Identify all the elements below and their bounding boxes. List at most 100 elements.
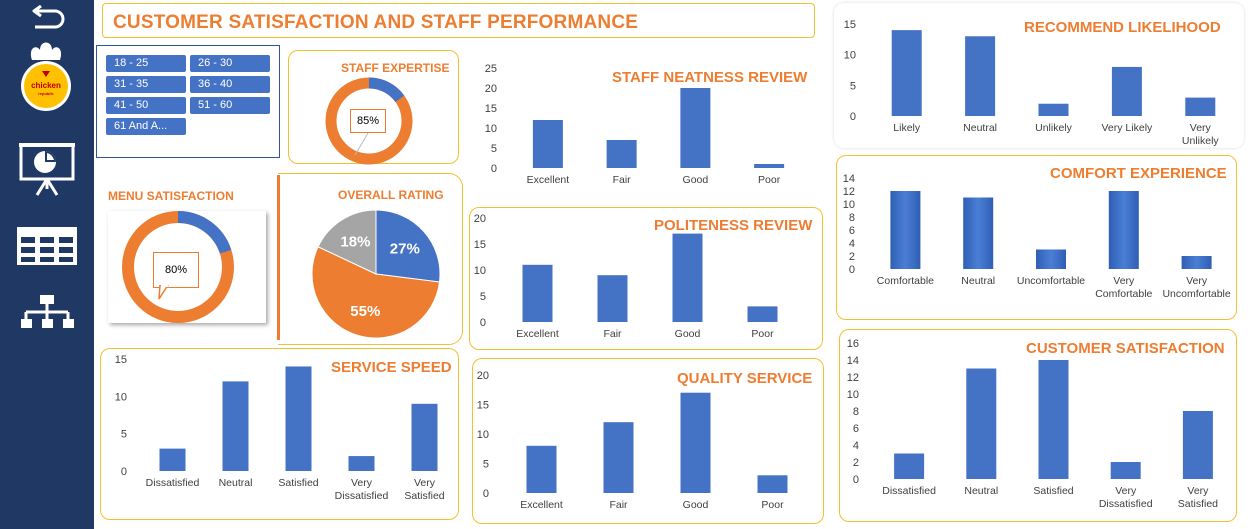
presentation-button[interactable] <box>0 140 94 198</box>
x-category-label: Satisfied <box>1178 498 1218 510</box>
comfort-title: COMFORT EXPERIENCE <box>1050 165 1227 182</box>
x-category-label: Very Likely <box>1102 122 1154 134</box>
y-tick-label: 0 <box>480 317 486 329</box>
quality-service-panel: QUALITY SERVICE 0 5 10 15 20 Excellent Fair Goo… <box>472 358 824 524</box>
recommend-chart: 0 5 10 15 Likely Neutral Unlikely Very Likely Ve… <box>844 19 1220 147</box>
x-category-label: Fair <box>609 499 628 511</box>
bar <box>1038 103 1069 116</box>
bar <box>672 233 703 322</box>
x-category-label: Very <box>351 477 373 489</box>
age-option[interactable]: 61 And A... <box>106 118 186 135</box>
quality-service-title: QUALITY SERVICE <box>677 370 813 387</box>
bar <box>965 36 996 117</box>
age-option[interactable]: 18 - 25 <box>106 55 186 72</box>
y-tick-label: 15 <box>485 103 497 115</box>
y-tick-label: 12 <box>843 186 855 198</box>
service-speed-title: SERVICE SPEED <box>331 359 452 376</box>
pie-slice-label: 27% <box>390 241 420 258</box>
y-tick-label: 5 <box>483 459 489 471</box>
back-button[interactable] <box>0 4 94 32</box>
x-category-label: Very <box>1113 275 1135 287</box>
y-tick-label: 15 <box>474 239 486 251</box>
y-tick-label: 20 <box>474 213 486 225</box>
politeness-panel: POLITENESS REVIEW 0 5 10 15 20 Excellent Fair G… <box>469 207 823 350</box>
pie-slice <box>317 209 377 275</box>
y-tick-label: 14 <box>843 173 855 185</box>
x-category-label: Very <box>1186 275 1208 287</box>
bar <box>1110 462 1141 479</box>
customer-satisfaction-panel: CUSTOMER SATISFACTION 0 2 4 6 8 10 12 14 16 Dissa… <box>839 329 1237 522</box>
y-tick-label: 2 <box>853 457 859 469</box>
bar <box>894 453 925 479</box>
age-option[interactable]: 41 - 50 <box>106 97 186 114</box>
customer-satisfaction-chart: 0 2 4 6 8 10 12 14 16 Dissatisfied Neutral Satisfie… <box>847 338 1218 510</box>
x-category-label: Fair <box>613 174 632 186</box>
age-option[interactable]: 31 - 35 <box>106 76 186 93</box>
x-category-label: Comfortable <box>877 275 934 287</box>
bar <box>526 445 557 493</box>
logo-sub-text: republic <box>38 91 54 96</box>
menu-satisfaction-label: 80% <box>153 252 199 288</box>
bar <box>159 448 186 471</box>
service-speed-panel: SERVICE SPEED 0 5 10 15 Dissatisfied Neutral S… <box>100 348 459 520</box>
bar <box>966 368 997 479</box>
x-category-label: Very <box>1115 485 1137 497</box>
x-category-label: Very <box>414 477 436 489</box>
age-option[interactable]: 36 - 40 <box>190 76 270 93</box>
staff-neatness-panel: STAFF NEATNESS REVIEW 0 5 10 15 20 25 Excellen… <box>470 50 813 200</box>
y-tick-label: 6 <box>849 225 855 237</box>
x-category-label: Excellent <box>527 174 570 186</box>
y-tick-label: 0 <box>853 474 859 486</box>
y-tick-label: 12 <box>847 372 859 384</box>
age-option[interactable]: 51 - 60 <box>190 97 270 114</box>
x-category-label: Poor <box>751 328 774 340</box>
donut-value-arc <box>122 211 234 323</box>
y-tick-label: 10 <box>115 391 127 403</box>
bar <box>754 164 785 168</box>
y-tick-label: 8 <box>849 212 855 224</box>
x-category-label: Neutral <box>963 122 997 134</box>
bar <box>1108 191 1139 269</box>
y-tick-label: 4 <box>849 238 855 250</box>
staff-expertise-title: STAFF EXPERTISE <box>341 61 450 75</box>
table-button[interactable] <box>0 224 94 268</box>
presentation-board-icon <box>19 143 75 196</box>
y-tick-label: 5 <box>850 80 856 92</box>
x-category-label: Satisfied <box>278 477 318 489</box>
bar <box>680 88 711 168</box>
x-category-label: Uncomfortable <box>1017 275 1085 287</box>
staff-expertise-panel: STAFF EXPERTISE 85% <box>288 50 459 165</box>
bar <box>532 120 563 168</box>
y-tick-label: 15 <box>477 400 489 412</box>
bar <box>522 264 553 322</box>
y-tick-label: 10 <box>843 199 855 211</box>
x-category-label: Good <box>675 328 701 340</box>
customer-satisfaction-title: CUSTOMER SATISFACTION <box>1026 340 1225 357</box>
y-tick-label: 15 <box>115 354 127 366</box>
dashboard-title-box: CUSTOMER SATISFACTION AND STAFF PERFORMA… <box>102 3 815 38</box>
y-tick-label: 15 <box>844 19 856 31</box>
y-tick-label: 0 <box>121 466 127 478</box>
age-option[interactable]: 26 - 30 <box>190 55 270 72</box>
bar <box>890 191 921 269</box>
divider <box>277 175 280 340</box>
x-category-label: Dissatisfied <box>882 485 936 497</box>
bar <box>603 422 634 493</box>
bar <box>606 140 637 168</box>
recommend-title: RECOMMEND LIKELIHOOD <box>1024 19 1221 36</box>
staff-expertise-label: 85% <box>350 109 386 133</box>
y-tick-label: 4 <box>853 440 859 452</box>
x-category-label: Dissatisfied <box>335 490 389 502</box>
y-tick-label: 5 <box>480 291 486 303</box>
y-tick-label: 2 <box>849 251 855 263</box>
x-category-label: Dissatisfied <box>146 477 200 489</box>
politeness-chart: 0 5 10 15 20 Excellent Fair Good Poor <box>474 213 778 340</box>
y-tick-label: 8 <box>853 406 859 418</box>
hierarchy-button[interactable] <box>0 292 94 332</box>
y-tick-label: 14 <box>847 355 859 367</box>
pie-slice <box>311 246 441 339</box>
y-tick-label: 20 <box>485 83 497 95</box>
x-category-label: Uncomfortable <box>1162 288 1230 300</box>
y-tick-label: 10 <box>485 123 497 135</box>
x-category-label: Neutral <box>219 477 253 489</box>
